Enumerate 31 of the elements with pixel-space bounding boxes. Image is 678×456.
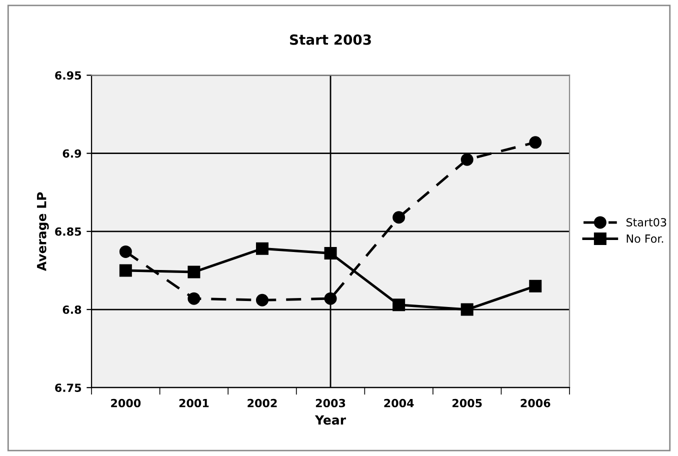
x-axis-title: Year [314, 415, 346, 425]
x-tick-label: 2001 [179, 398, 209, 408]
y-tick-label: 6.95 [55, 71, 82, 80]
legend-label: Start03 [626, 218, 666, 226]
legend-label: No For. [626, 234, 664, 243]
y-axis-title: Average LP [37, 192, 49, 272]
point [460, 303, 474, 316]
y-tick-label: 6.8 [62, 305, 82, 314]
point [256, 242, 268, 255]
point [392, 298, 406, 312]
x-tick-label: 2000 [111, 398, 141, 408]
point [529, 280, 542, 292]
x-tick-label: 2003 [316, 398, 346, 408]
y-tick-label: 6.9 [62, 149, 82, 158]
chart-title: Start 2003 [290, 34, 371, 45]
y-tick-label: 6.75 [55, 384, 82, 392]
point [256, 294, 268, 306]
point [188, 292, 200, 305]
point [324, 292, 337, 305]
point [119, 245, 132, 258]
x-tick-label: 2004 [384, 398, 414, 408]
point [392, 211, 406, 224]
point [324, 247, 337, 260]
point [188, 266, 200, 278]
y-tick-label: 6.85 [55, 227, 82, 236]
point [119, 264, 132, 277]
x-tick-label: 2005 [452, 398, 482, 408]
x-tick-label: 2006 [520, 398, 550, 408]
point [529, 136, 542, 149]
x-tick-label: 2002 [248, 398, 277, 408]
point [460, 153, 474, 166]
